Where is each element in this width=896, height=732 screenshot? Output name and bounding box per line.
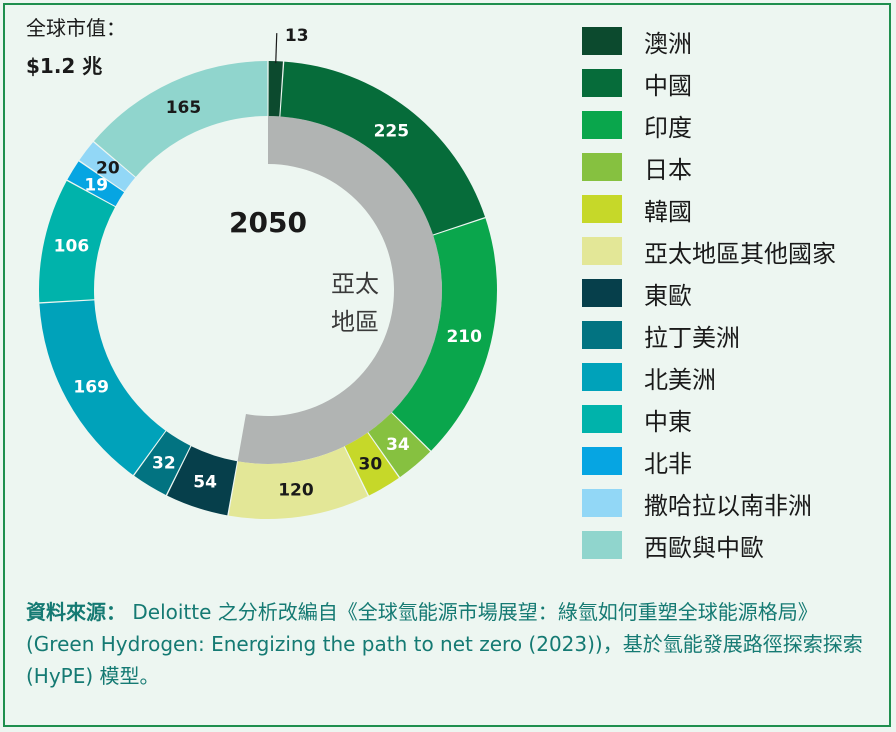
chart-legend: 澳洲中國印度日本韓國亞太地區其他國家 東歐拉丁美洲北美洲中東北非撒哈拉以南非洲 西歐… <box>582 20 882 566</box>
legend-label: 拉丁美洲 <box>644 323 740 352</box>
legend-item: 亞太地區其他國家 <box>582 230 882 272</box>
total-value: $1.2 兆 <box>26 54 103 78</box>
total-value-label: 全球市值： <box>26 16 126 40</box>
legend-swatch <box>582 405 622 433</box>
data-label-5: 120 <box>278 481 314 501</box>
legend-swatch <box>582 489 622 517</box>
legend-label: 澳洲 <box>644 29 692 58</box>
legend-swatch <box>582 321 622 349</box>
legend-swatch <box>582 531 622 559</box>
legend-label: 韓國 <box>644 197 692 226</box>
data-label-11: 20 <box>96 159 120 179</box>
legend-item: 中東 <box>582 398 882 440</box>
legend-label: 中國 <box>644 71 692 100</box>
legend-item: 日本 <box>582 146 882 188</box>
donut-segment-10 <box>67 161 125 207</box>
legend-label: 北非 <box>644 449 692 478</box>
donut-segment-5 <box>228 446 368 519</box>
data-label-0: 13 <box>285 26 309 46</box>
legend-swatch <box>582 237 622 265</box>
data-label-1: 225 <box>374 122 410 142</box>
data-label-3: 34 <box>386 435 410 455</box>
legend-swatch <box>582 279 622 307</box>
data-label-10: 19 <box>84 176 108 196</box>
data-label-9: 106 <box>54 237 90 257</box>
donut-segment-7 <box>134 431 191 495</box>
legend-item: 北美洲 <box>582 356 882 398</box>
data-label-7: 32 <box>152 453 176 473</box>
donut-segment-1 <box>280 61 486 235</box>
donut-segment-11 <box>79 142 136 192</box>
center-year: 2050 <box>229 206 307 239</box>
donut-segment-4 <box>344 432 399 496</box>
legend-item: 中國 <box>582 62 882 104</box>
legend-label: 東歐 <box>644 281 692 310</box>
data-label-4: 30 <box>359 455 383 475</box>
legend-swatch <box>582 195 622 223</box>
legend-label: 北美洲 <box>644 365 716 394</box>
legend-item: 印度 <box>582 104 882 146</box>
data-label-12: 165 <box>166 98 202 118</box>
donut-segment-9 <box>39 180 116 303</box>
data-label-8: 169 <box>73 378 109 398</box>
donut-segment-8 <box>39 300 166 476</box>
legend-label: 西歐與中歐 <box>644 533 764 562</box>
source-text: Deloitte 之分析改編自《全球氫能源市場展望：綠氫如何重塑全球能源格局》(… <box>26 600 863 688</box>
donut-segment-3 <box>368 412 431 478</box>
donut-segment-0 <box>268 61 283 117</box>
legend-label: 日本 <box>644 155 692 184</box>
legend-swatch <box>582 27 622 55</box>
legend-item: 拉丁美洲 <box>582 314 882 356</box>
legend-swatch <box>582 363 622 391</box>
legend-item: 東歐 <box>582 272 882 314</box>
legend-label: 印度 <box>644 113 692 142</box>
legend-item: 撒哈拉以南非洲 <box>582 482 882 524</box>
data-label-6: 54 <box>193 472 217 492</box>
asia-pacific-inner-arc <box>237 116 443 465</box>
group-label-line2: 地區 <box>331 308 379 336</box>
legend-swatch <box>582 153 622 181</box>
legend-item: 韓國 <box>582 188 882 230</box>
source-note: 資料來源： Deloitte 之分析改編自《全球氫能源市場展望：綠氫如何重塑全球… <box>26 596 876 692</box>
source-label: 資料來源： <box>26 600 126 624</box>
donut-segment-12 <box>93 61 268 177</box>
legend-item: 澳洲 <box>582 20 882 62</box>
legend-item: 北非 <box>582 440 882 482</box>
legend-item: 西歐與中歐 <box>582 524 882 566</box>
legend-swatch <box>582 447 622 475</box>
donut-segment-2 <box>391 218 498 451</box>
legend-swatch <box>582 111 622 139</box>
data-label-2: 210 <box>446 327 482 347</box>
legend-swatch <box>582 69 622 97</box>
legend-label: 亞太地區其他國家 <box>644 239 836 268</box>
leader-line-0 <box>275 33 278 64</box>
group-label-line1: 亞太 <box>331 270 379 298</box>
donut-segment-6 <box>167 446 238 516</box>
legend-label: 撒哈拉以南非洲 <box>644 491 812 520</box>
legend-label: 中東 <box>644 407 692 436</box>
